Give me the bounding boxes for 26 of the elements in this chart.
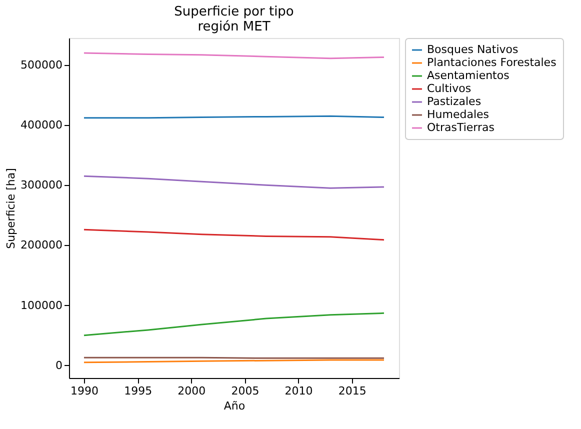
legend-label: Plantaciones Forestales	[427, 56, 557, 69]
legend-label: Bosques Nativos	[427, 43, 519, 56]
x-tick-label: 1995	[124, 384, 152, 398]
y-tick-label: 500000	[20, 58, 62, 72]
x-tick-label: 1990	[70, 384, 98, 398]
text: Superficie por tipo	[174, 4, 294, 20]
legend-label: Humedales	[427, 108, 490, 121]
y-tick-label: 0	[56, 358, 62, 372]
line-series	[83, 312, 385, 336]
y-axis-title: Superficie [ha]	[4, 168, 18, 249]
line-series	[83, 175, 385, 189]
y-tick-label: 100000	[20, 298, 62, 312]
x-tick-label: 2000	[178, 384, 206, 398]
x-axis-title: Año	[224, 400, 246, 412]
legend-label: Cultivos	[427, 82, 472, 95]
y-tick-label: 300000	[20, 178, 62, 192]
legend-label: Asentamientos	[427, 69, 510, 82]
x-tick-label: 2015	[338, 384, 366, 398]
line-series	[83, 228, 385, 241]
legend-label: OtrasTierras	[427, 121, 495, 134]
text: región MET	[198, 20, 270, 34]
x-tick-label: 2005	[231, 384, 260, 398]
y-tick-label: 200000	[20, 238, 62, 252]
legend-label: Pastizales	[427, 95, 482, 108]
y-tick-label: 400000	[20, 118, 62, 132]
x-tick-label: 2010	[284, 384, 313, 398]
